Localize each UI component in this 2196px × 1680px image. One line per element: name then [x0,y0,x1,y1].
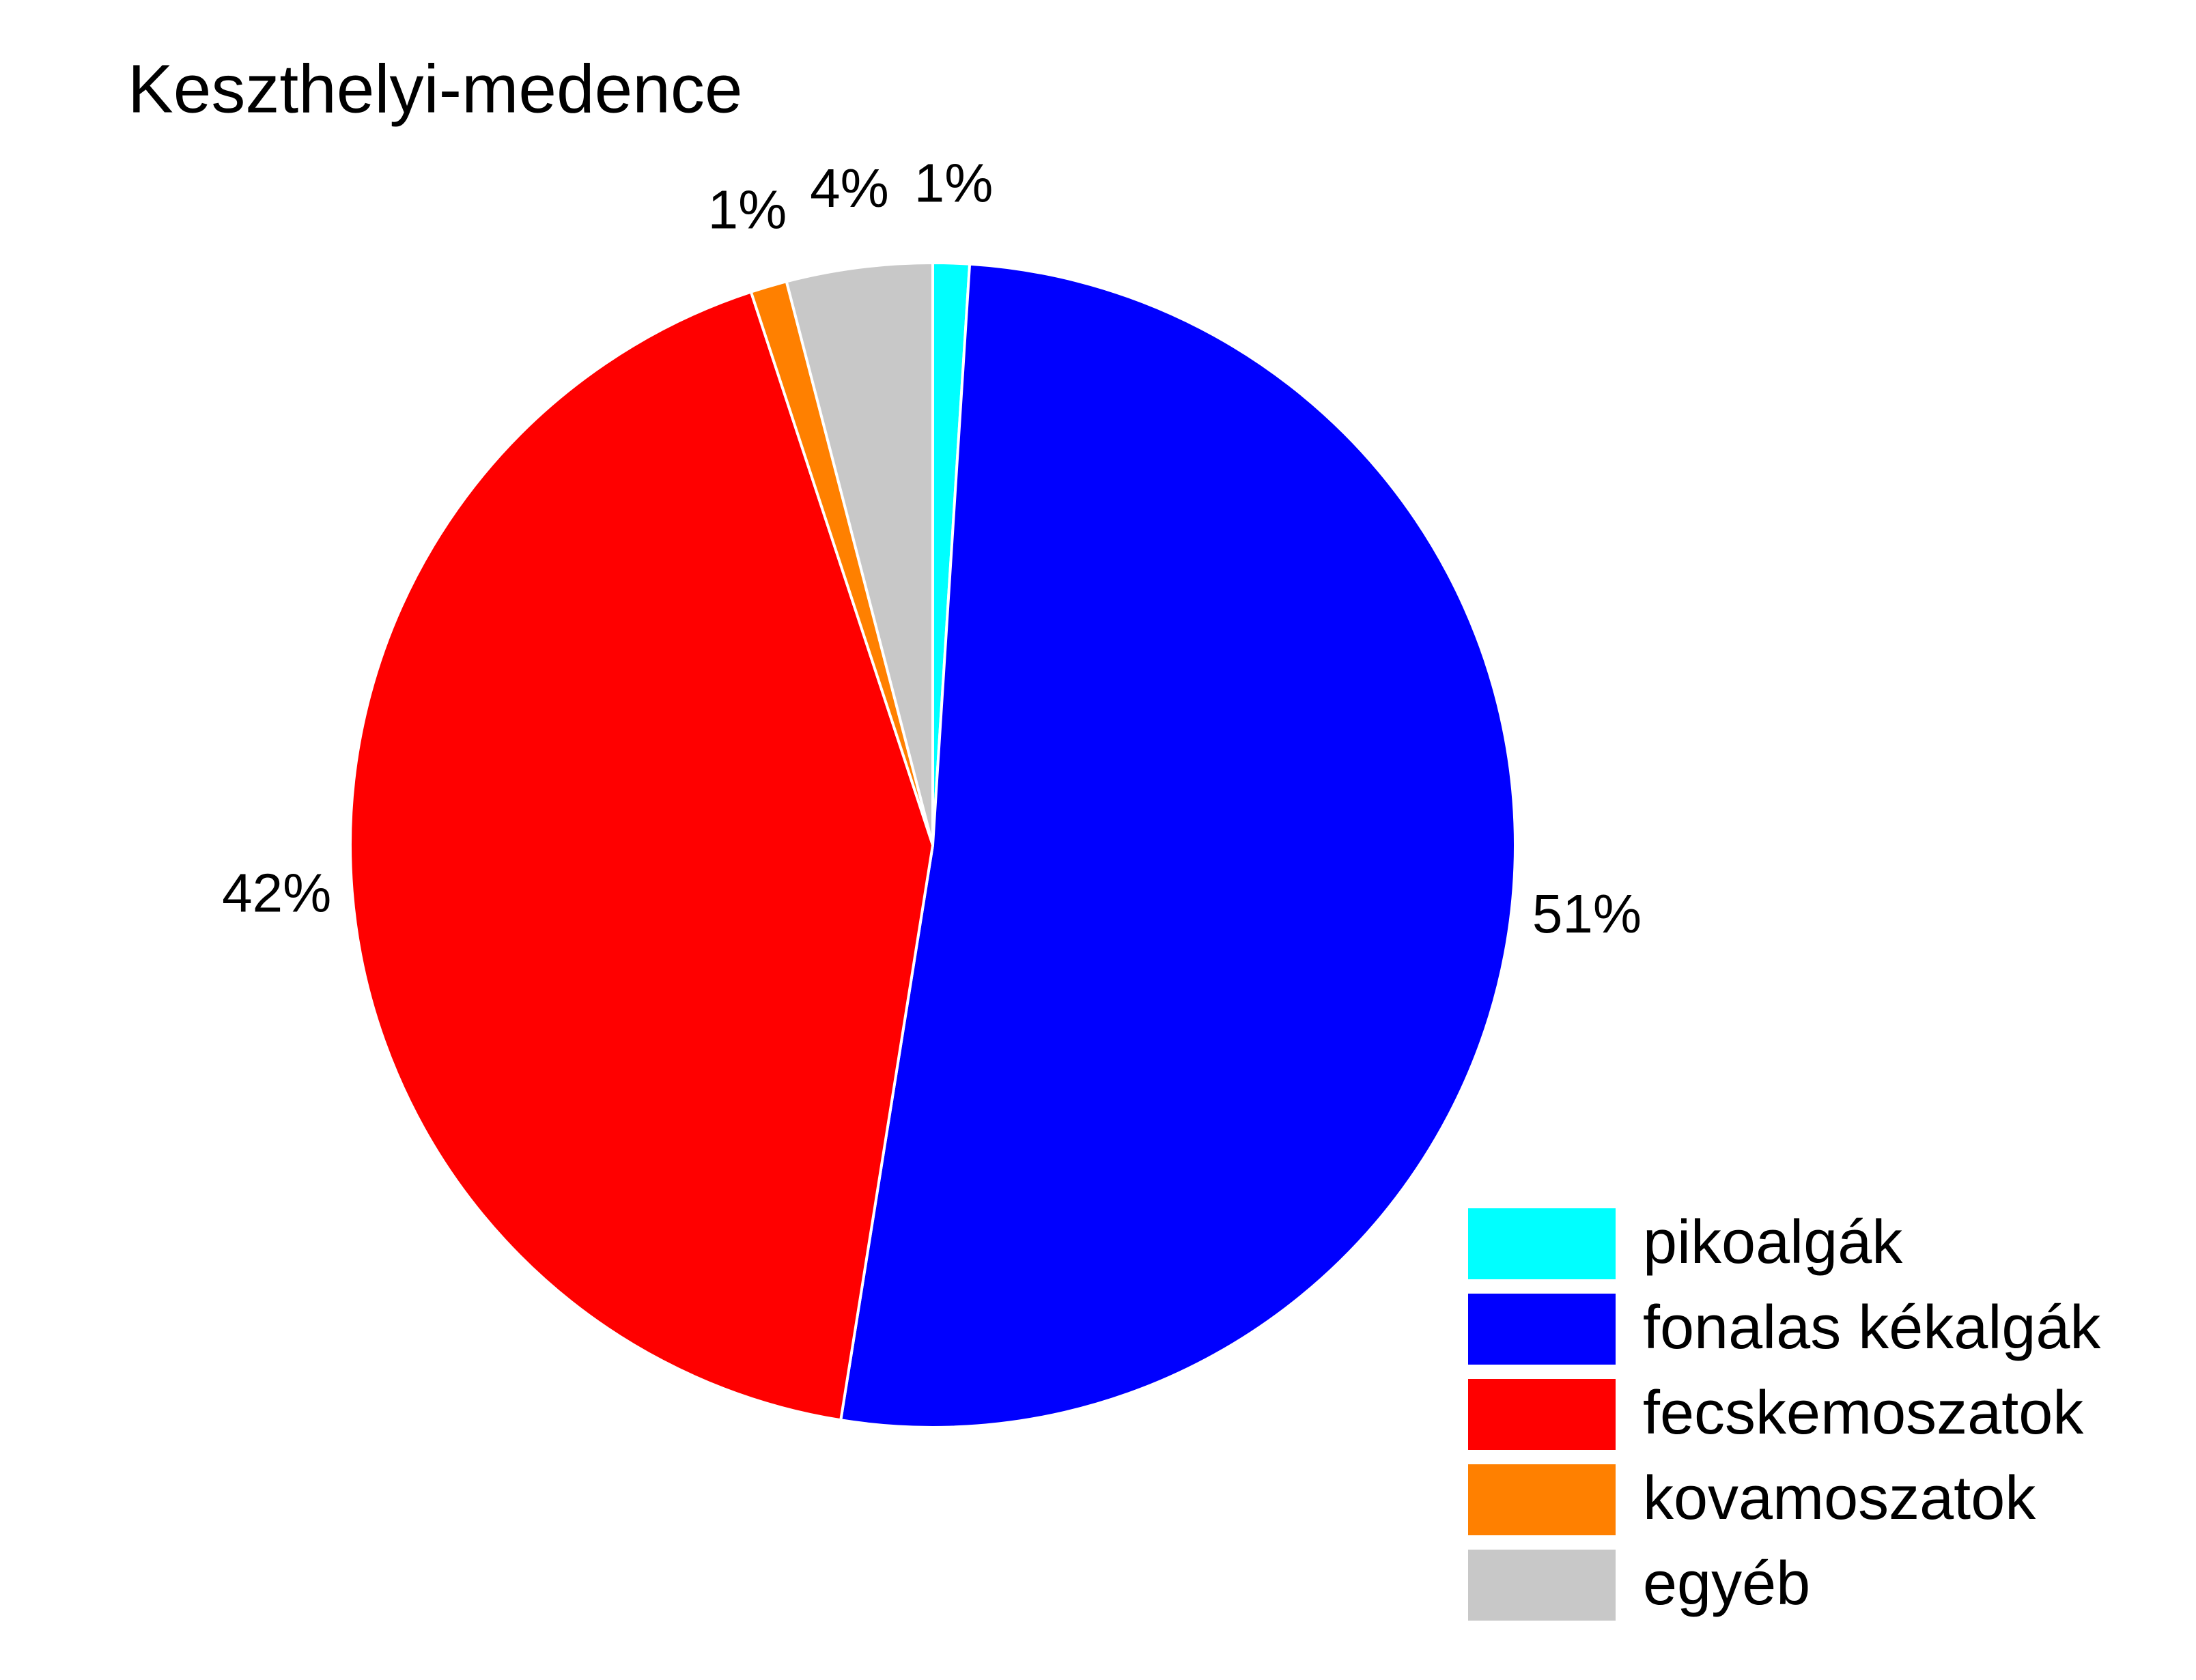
pie-slice [349,290,935,1422]
slice-label: 42% [222,863,331,924]
slice-label: 1% [914,153,994,214]
legend-swatch [1468,1379,1616,1450]
pie-slice [785,261,934,846]
legend-label: fecskemoszatok [1643,1379,2084,1447]
slice-label: 1% [708,179,787,240]
legend-swatch [1468,1208,1616,1279]
legend-label: kovamoszatok [1643,1464,2036,1533]
legend-swatch [1468,1550,1616,1621]
legend-swatch [1468,1294,1616,1365]
legend-label: fonalas kékalgák [1643,1294,2101,1362]
slice-label: 51% [1532,883,1642,944]
chart-title: Keszthelyi-medence [128,51,742,127]
legend-swatch [1468,1464,1616,1535]
slice-label: 4% [810,158,889,218]
legend-label: pikoalgák [1643,1208,1903,1277]
pie-slice [839,262,1517,1429]
legend-label: egyéb [1643,1550,1810,1618]
